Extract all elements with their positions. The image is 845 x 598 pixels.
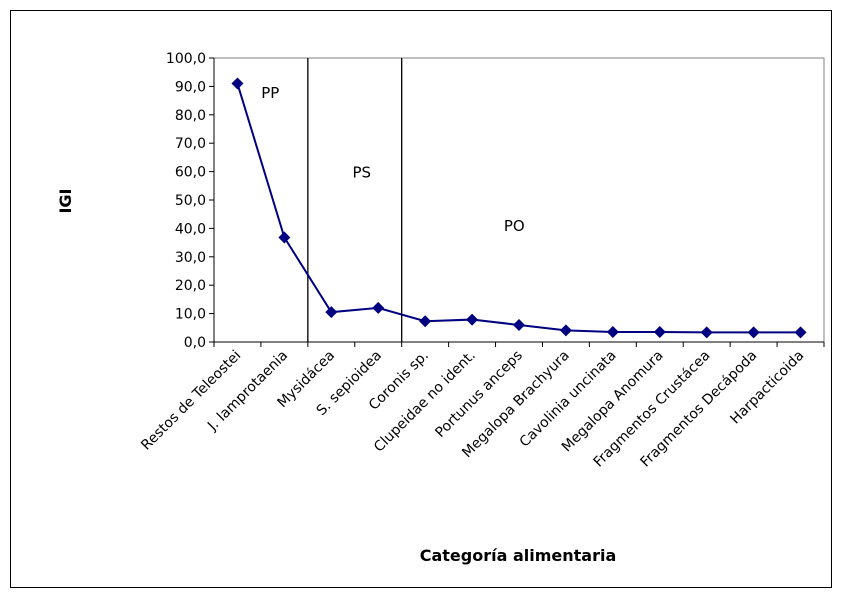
data-point — [700, 326, 713, 339]
x-tick-label: Portunus anceps — [432, 348, 525, 441]
line-chart: 0,0 10,0 20,0 30,0 40,0 50,0 60,0 70,0 80,0 90,0 1… — [56, 51, 825, 565]
y-tick-label: 10,0 — [175, 307, 206, 323]
data-point — [419, 315, 432, 328]
y-tick-label: 40,0 — [175, 221, 206, 237]
y-tick-label: 80,0 — [175, 108, 206, 124]
zone-dividers — [307, 58, 403, 342]
y-axis-title: IGI — [56, 188, 75, 213]
y-tick-label: 20,0 — [175, 278, 206, 294]
data-point — [325, 306, 338, 319]
zone-label-po: PO — [504, 217, 525, 235]
data-point — [513, 318, 525, 331]
x-tick-label: J. lamprotaenia — [204, 348, 291, 435]
data-point — [747, 326, 760, 339]
zone-labels: PP PS PO — [261, 84, 524, 235]
y-tick-label: 100,0 — [166, 51, 206, 67]
data-point — [794, 326, 807, 339]
x-axis-title: Categoría alimentaria — [420, 546, 617, 565]
y-tick-label: 90,0 — [175, 79, 206, 95]
data-point — [466, 313, 479, 326]
data-point — [559, 324, 572, 337]
plot-area — [213, 57, 825, 343]
y-tick-label: 70,0 — [175, 136, 206, 152]
chart-frame: 0,0 10,0 20,0 30,0 40,0 50,0 60,0 70,0 80,0 90,0 1… — [10, 10, 832, 588]
y-axis: 0,0 10,0 20,0 30,0 40,0 50,0 60,0 70,0 80,0 90,0 1… — [166, 51, 215, 351]
y-tick-label: 0,0 — [184, 335, 206, 351]
data-point — [606, 326, 619, 339]
y-tick-label: 30,0 — [175, 250, 206, 266]
zone-label-ps: PS — [353, 163, 372, 181]
y-tick-label: 60,0 — [175, 165, 206, 181]
data-point — [372, 301, 385, 314]
y-tick-label: 50,0 — [175, 193, 206, 209]
data-point — [278, 231, 291, 244]
zone-label-pp: PP — [261, 84, 279, 102]
data-point — [653, 326, 666, 339]
series — [231, 77, 807, 339]
data-point — [231, 77, 244, 90]
